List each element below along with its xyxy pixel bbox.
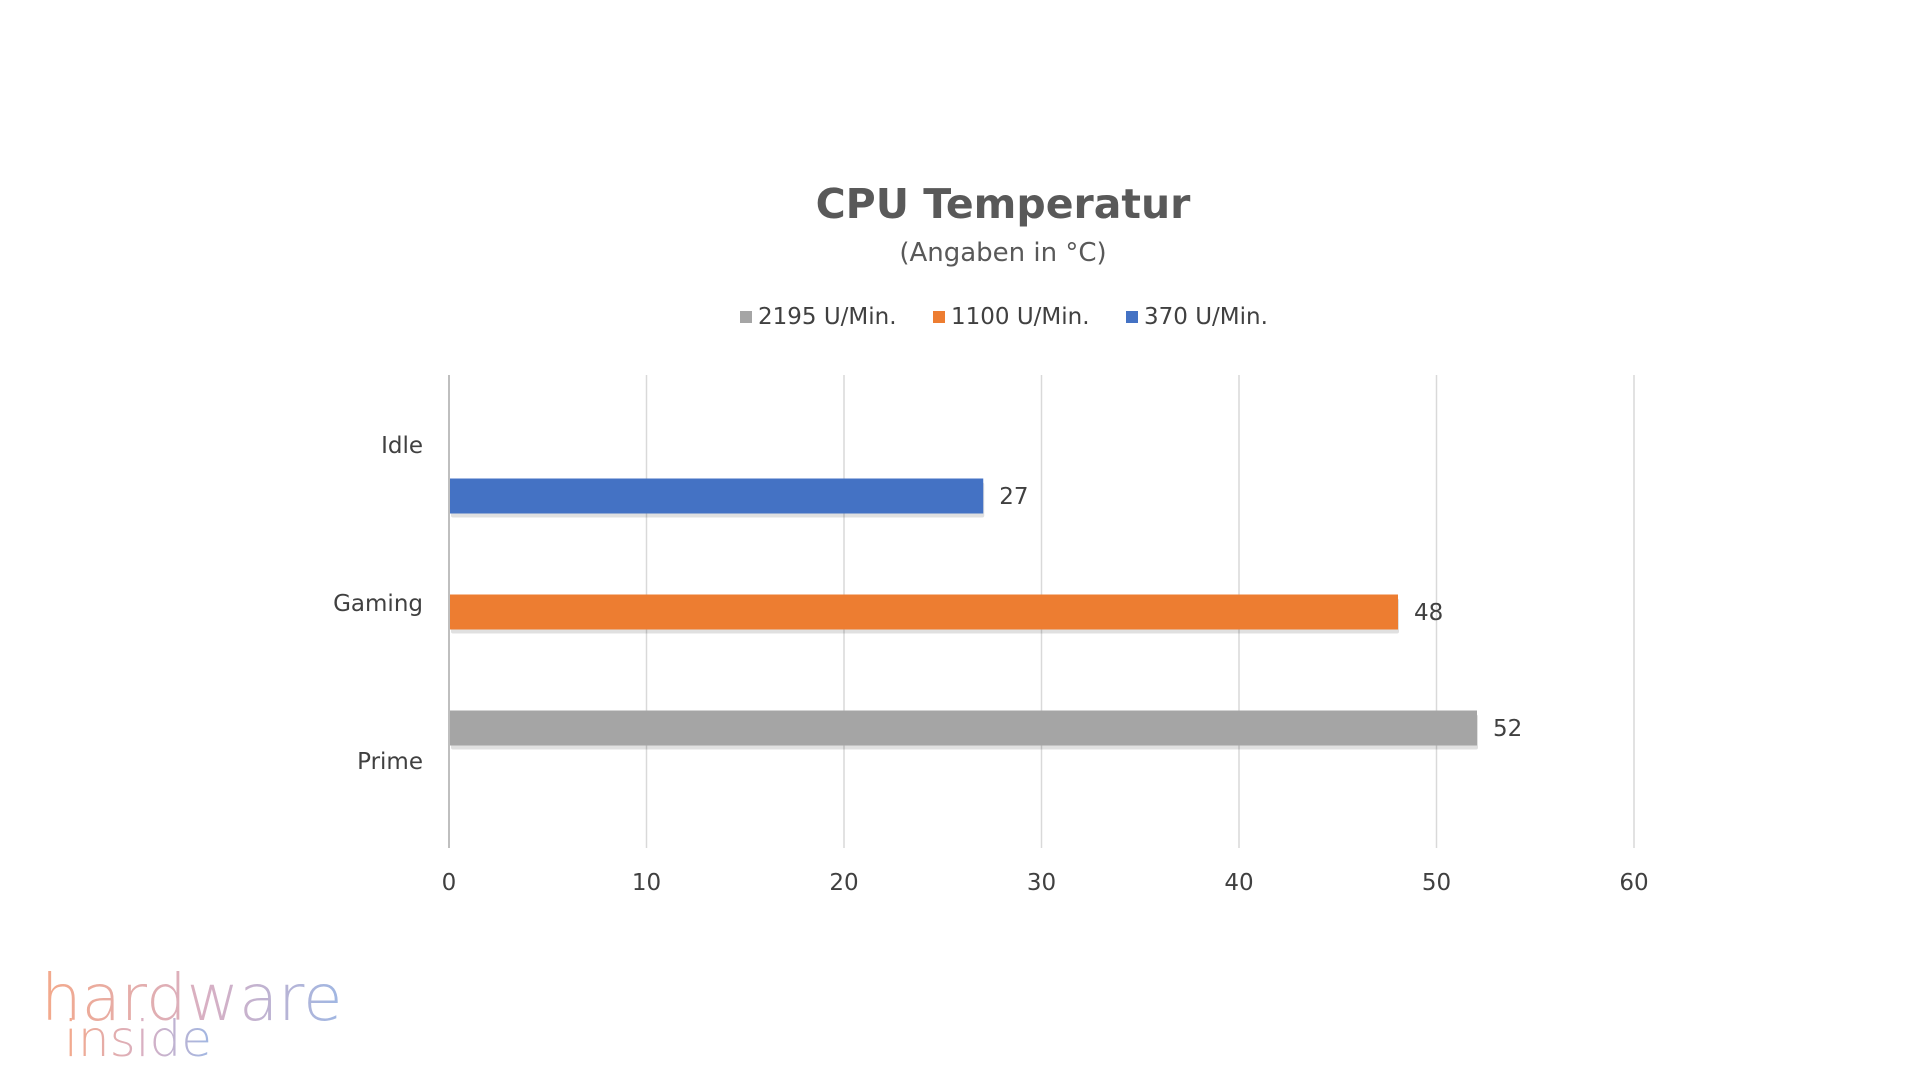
category-label-gaming: Gaming (333, 591, 423, 617)
tick-label-0: 0 (442, 870, 457, 896)
tick-label-60: 60 (1619, 870, 1648, 896)
legend-swatch-2195-u-min (740, 311, 752, 323)
tick-label-20: 20 (829, 870, 858, 896)
legend-label-370-u-min: 370 U/Min. (1144, 304, 1268, 330)
hardware-inside-logo: hardware inside (41, 962, 342, 1068)
bar-gaming-1100-u-min (450, 594, 1398, 630)
data-label-idle: 27 (999, 484, 1028, 510)
category-label-prime: Prime (357, 749, 423, 775)
chart-subtitle: (Angaben in °C) (899, 238, 1106, 268)
legend: 2195 U/Min. 1100 U/Min. 370 U/Min. (740, 304, 1268, 330)
chart-title: CPU Temperatur (816, 180, 1192, 228)
category-label-idle: Idle (381, 433, 423, 459)
bar-idle-370-u-min (450, 478, 984, 514)
legend-label-1100-u-min: 1100 U/Min. (951, 304, 1090, 330)
tick-label-10: 10 (632, 870, 661, 896)
tick-label-40: 40 (1224, 870, 1253, 896)
legend-label-2195-u-min: 2195 U/Min. (758, 304, 897, 330)
legend-swatch-1100-u-min (933, 311, 945, 323)
bars: 52 48 27 (450, 478, 1522, 750)
legend-swatch-370-u-min (1126, 311, 1138, 323)
data-label-prime: 52 (1493, 716, 1522, 742)
data-label-gaming: 48 (1414, 600, 1443, 626)
category-labels: Idle Gaming Prime (333, 433, 423, 775)
tick-label-50: 50 (1422, 870, 1451, 896)
bar-prime-2195-u-min (450, 710, 1477, 746)
x-axis-ticks: 0 10 20 30 40 50 60 (442, 870, 1649, 896)
logo-line-2: inside (64, 1010, 212, 1068)
tick-label-30: 30 (1027, 870, 1056, 896)
logo-line-1: hardware (41, 962, 342, 1036)
